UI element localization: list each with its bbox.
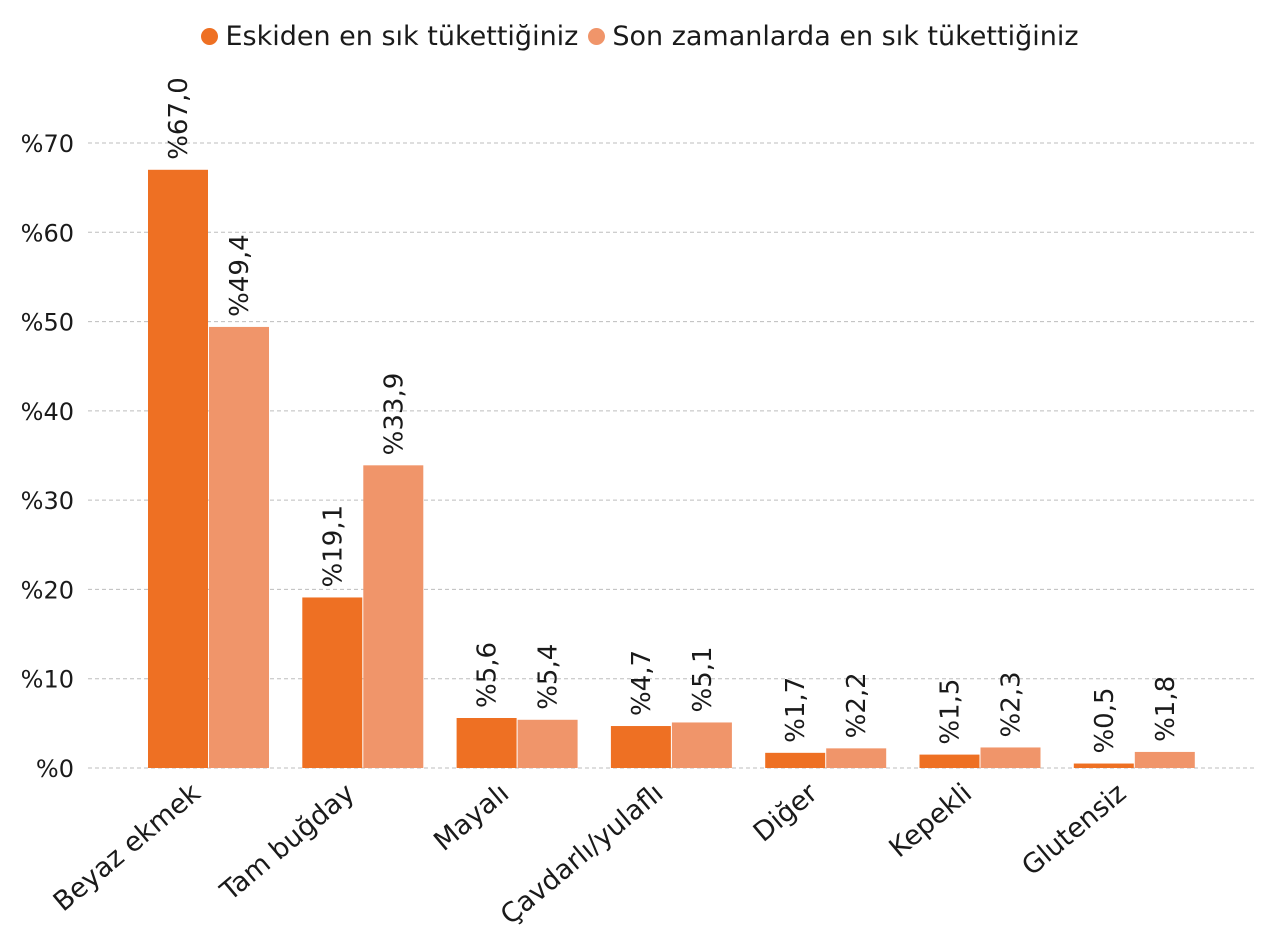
bar <box>1073 763 1134 768</box>
data-label: %67,0 <box>164 77 194 160</box>
data-label: %49,4 <box>225 234 255 317</box>
legend-item-series-1: Eskiden en sık tükettiğiniz <box>201 21 578 52</box>
data-label: %0,5 <box>1090 687 1120 753</box>
legend-label-series-1: Eskiden en sık tükettiğiniz <box>225 20 579 52</box>
data-label: %5,4 <box>534 644 564 710</box>
data-label: %2,3 <box>997 671 1027 737</box>
x-tick-label: Mayalı <box>428 778 515 858</box>
data-label: %4,7 <box>627 650 657 716</box>
bar <box>209 326 269 768</box>
x-tick-label: Glutensiz <box>1016 778 1132 882</box>
legend: Eskiden en sık tükettiğiniz Son zamanlar… <box>0 18 1280 54</box>
bar <box>671 722 732 768</box>
y-tick-label: %70 <box>21 130 74 158</box>
x-tick-label: Tam buğday <box>214 778 361 908</box>
data-label: %5,1 <box>688 646 718 712</box>
data-label: %1,5 <box>936 679 966 745</box>
bar <box>517 719 578 768</box>
bar <box>148 169 208 769</box>
legend-swatch-series-2 <box>588 27 606 45</box>
bar <box>919 754 980 768</box>
x-tick-label: Beyaz ekmek <box>48 777 207 917</box>
data-label: %5,6 <box>473 642 503 708</box>
data-label: %1,7 <box>781 677 811 743</box>
legend-label-series-2: Son zamanlarda en sık tükettiğiniz <box>612 20 1079 52</box>
y-tick-label: %30 <box>21 487 74 515</box>
bar <box>980 747 1041 768</box>
bar <box>302 597 363 768</box>
y-tick-label: %60 <box>21 219 74 247</box>
y-tick-label: %0 <box>36 755 74 783</box>
legend-item-series-2: Son zamanlarda en sık tükettiğiniz <box>588 20 1079 52</box>
y-tick-label: %40 <box>21 398 74 426</box>
bar <box>826 748 887 768</box>
legend-swatch-series-1 <box>201 27 219 45</box>
x-tick-label: Kepekli <box>883 778 978 864</box>
y-tick-label: %50 <box>21 309 74 337</box>
x-tick-label: Diğer <box>748 777 825 848</box>
bar <box>1134 751 1195 768</box>
bar <box>456 718 517 768</box>
data-label: %19,1 <box>318 505 348 588</box>
data-label: %2,2 <box>842 672 872 738</box>
y-tick-label: %10 <box>21 666 74 694</box>
x-tick-label: Çavdarlı/yulaflı <box>495 778 670 932</box>
data-label: %33,9 <box>379 373 409 456</box>
bar <box>363 465 424 768</box>
y-tick-label: %20 <box>21 576 74 604</box>
data-label: %1,8 <box>1151 676 1181 742</box>
bar <box>765 752 826 768</box>
bar <box>610 726 671 768</box>
